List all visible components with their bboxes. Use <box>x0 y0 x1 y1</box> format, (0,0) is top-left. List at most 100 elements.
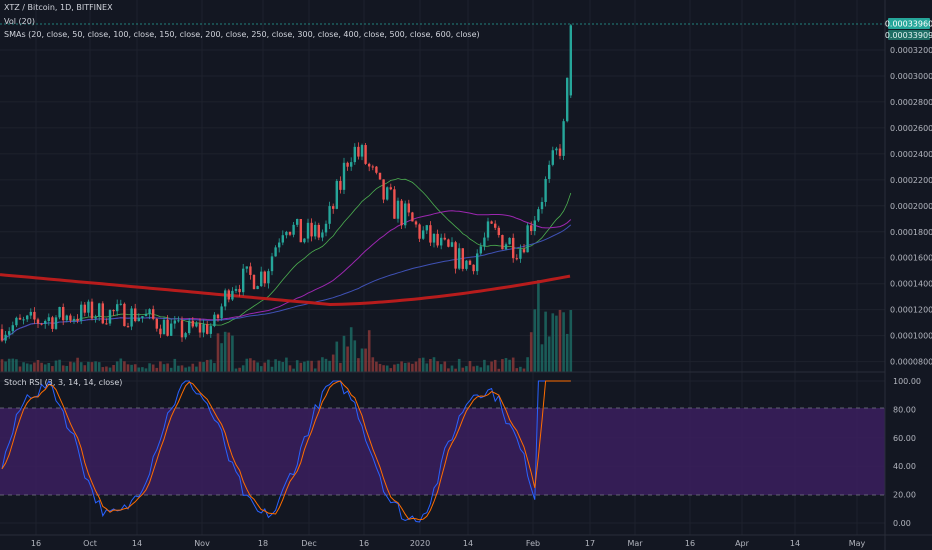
candle-body <box>504 244 508 250</box>
time-tick-label: Dec <box>301 539 316 548</box>
volume-bar <box>270 366 274 372</box>
candle-body <box>490 221 493 224</box>
stoch-band <box>0 408 885 495</box>
candle-body <box>562 121 565 156</box>
volume-bar <box>569 310 573 372</box>
candle-body <box>533 220 536 232</box>
stoch-tick-label: 20.00 <box>893 491 916 500</box>
stoch-tick-label: 100.00 <box>893 377 921 386</box>
candle-body <box>231 290 234 300</box>
time-tick-label: 17 <box>585 539 595 548</box>
volume-bar <box>439 364 443 372</box>
candle-body <box>314 224 317 237</box>
volume-bar <box>371 357 375 372</box>
volume-bar <box>551 313 555 372</box>
volume-bar <box>43 364 47 372</box>
stoch-rsi-label[interactable]: Stoch RSI (3, 3, 14, 14, close) <box>4 378 123 387</box>
volume-bar <box>180 365 184 372</box>
time-tick-label: 16 <box>31 539 41 548</box>
candle-body <box>227 290 230 300</box>
candle-body <box>155 318 158 329</box>
volume-bar <box>378 363 382 372</box>
candle-body <box>317 224 320 238</box>
candle-body <box>234 288 238 291</box>
volume-bar <box>7 358 11 372</box>
time-tick-label: 14 <box>790 539 800 548</box>
candle-body <box>166 319 169 336</box>
time-axis[interactable]: 16 Oct 14 Nov 18 Dec 16 2020 14 Feb 17 Mar 16 Apr 14 Ma… <box>31 539 866 548</box>
candle-body <box>551 150 554 165</box>
volume-bar <box>227 332 231 372</box>
candle-body <box>501 235 504 250</box>
candle-body <box>537 209 540 221</box>
candle-body <box>555 148 558 151</box>
volume-bar <box>501 359 504 372</box>
volume-bar <box>33 362 36 372</box>
candle-body <box>98 303 101 317</box>
candle-body <box>112 310 115 312</box>
candle-body <box>173 320 176 324</box>
volume-bar <box>479 367 483 372</box>
candle-body <box>440 237 443 246</box>
candle-body <box>450 242 454 247</box>
volume-indicator-label[interactable]: Vol (20) <box>4 17 35 26</box>
candle-body <box>285 231 288 236</box>
candle-body <box>119 303 122 305</box>
time-tick-label: 16 <box>359 539 369 548</box>
candle-body <box>274 247 277 257</box>
volume-bar <box>299 362 303 372</box>
volume-bar <box>184 367 187 372</box>
candle-body <box>11 325 14 332</box>
candle-body <box>418 224 421 239</box>
volume-bar <box>515 368 519 372</box>
candle-body <box>429 225 432 243</box>
volume-bar <box>544 311 547 372</box>
volume-bar <box>18 366 22 372</box>
candle-body <box>382 179 385 200</box>
candle-body <box>224 290 227 307</box>
volume-bar <box>421 357 425 372</box>
candle-body <box>321 232 324 238</box>
candle-body <box>83 304 86 313</box>
candle-body <box>51 317 54 329</box>
candle-body <box>54 317 58 329</box>
candle-body <box>432 233 436 243</box>
candlestick-series <box>0 24 572 344</box>
volume-bar <box>382 365 385 372</box>
candle-body <box>472 264 475 272</box>
volume-bar <box>475 365 479 372</box>
candle-body <box>8 331 11 335</box>
volume-bar <box>58 359 61 372</box>
volume-bar <box>346 346 349 372</box>
candle-body <box>90 301 94 319</box>
volume-bar <box>364 348 367 372</box>
volume-bar <box>97 362 101 372</box>
volume-bar <box>522 368 526 372</box>
candle-body <box>324 223 328 233</box>
volume-bar <box>465 366 468 372</box>
volume-bar <box>173 358 177 372</box>
volume-bar <box>155 367 159 372</box>
volume-bar <box>310 360 313 372</box>
volume-bar <box>108 367 112 372</box>
candle-body <box>342 162 346 190</box>
volume-bar <box>321 357 324 372</box>
volume-bar <box>339 362 342 372</box>
volume-bar <box>177 365 180 372</box>
volume-bar <box>130 364 133 372</box>
volume-bar <box>223 331 227 372</box>
candle-body <box>123 303 126 327</box>
volume-bar <box>166 363 169 372</box>
volume-bar <box>159 361 162 372</box>
volume-bar <box>76 357 79 372</box>
stoch-axis[interactable]: 100.00 80.00 60.00 40.00 20.00 0.00 <box>893 377 921 528</box>
volume-bar <box>151 364 155 372</box>
sma-indicator-label[interactable]: SMAs (20, close, 50, close, 100, close, … <box>4 30 480 39</box>
symbol-title[interactable]: XTZ / Bitcoin, 1D, BITFINEX <box>4 3 113 12</box>
